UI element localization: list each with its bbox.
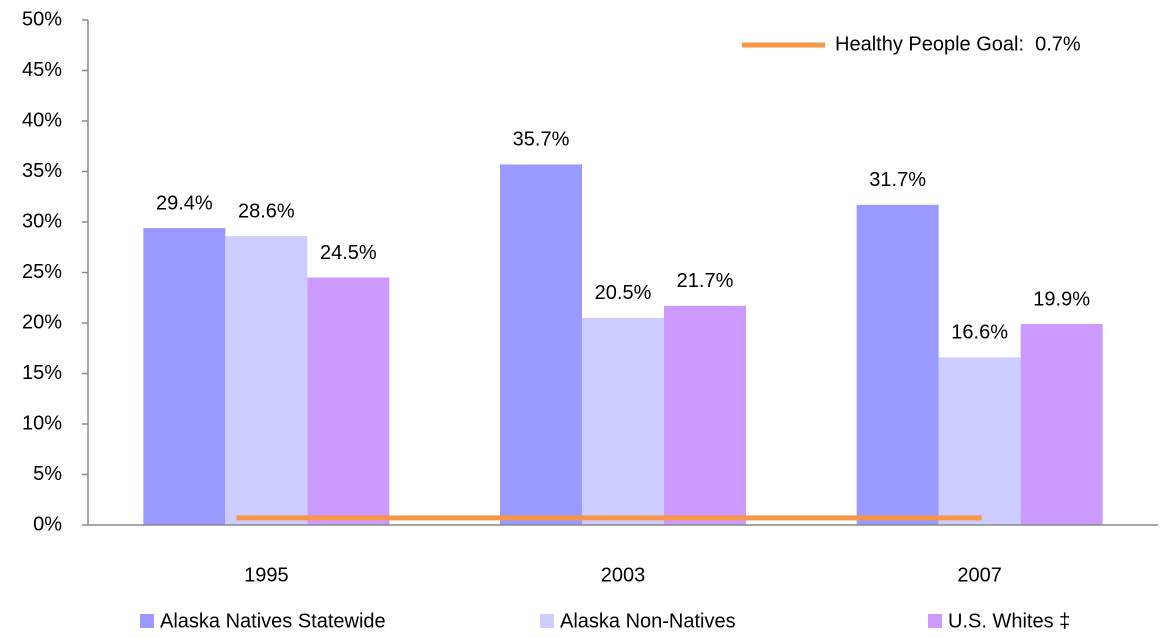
data-label: 19.9% (1033, 288, 1090, 310)
data-label: 21.7% (677, 270, 734, 292)
y-tick-label: 40% (22, 109, 62, 131)
bar (307, 277, 390, 525)
y-tick-label: 0% (33, 513, 62, 535)
legend-swatch (928, 614, 942, 628)
goal-legend-label: Healthy People Goal: 0.7% (835, 33, 1081, 55)
y-tick-label: 5% (33, 463, 62, 485)
y-tick-label: 15% (22, 362, 62, 384)
data-label: 16.6% (951, 322, 1008, 344)
x-tick-label: 1995 (244, 564, 289, 586)
bar (225, 236, 308, 525)
legend-swatch (540, 614, 554, 628)
data-label: 20.5% (595, 282, 652, 304)
bar (582, 317, 664, 525)
data-label: 24.5% (320, 242, 377, 264)
x-tick-label: 2007 (957, 564, 1002, 586)
y-tick-label: 30% (22, 210, 62, 232)
y-tick-label: 25% (22, 261, 62, 283)
y-tick-label: 45% (22, 59, 62, 81)
y-tick-label: 50% (22, 8, 62, 30)
bar (1020, 324, 1103, 525)
y-tick-label: 10% (22, 412, 62, 434)
y-tick-label: 35% (22, 160, 62, 182)
data-label: 35.7% (513, 129, 570, 151)
bar (856, 204, 939, 525)
bar (500, 164, 582, 525)
legend-label: Alaska Natives Statewide (160, 610, 386, 632)
x-tick-label: 2003 (601, 564, 646, 586)
data-label: 29.4% (156, 192, 213, 214)
y-tick-label: 20% (22, 311, 62, 333)
bar (664, 305, 746, 525)
bar (143, 228, 226, 525)
legend-swatch (140, 614, 154, 628)
bar (938, 357, 1021, 525)
data-label: 31.7% (869, 169, 926, 191)
legend-label: Alaska Non-Natives (560, 610, 736, 632)
data-label: 28.6% (238, 200, 295, 222)
legend-label: U.S. Whites ‡ (948, 610, 1070, 632)
